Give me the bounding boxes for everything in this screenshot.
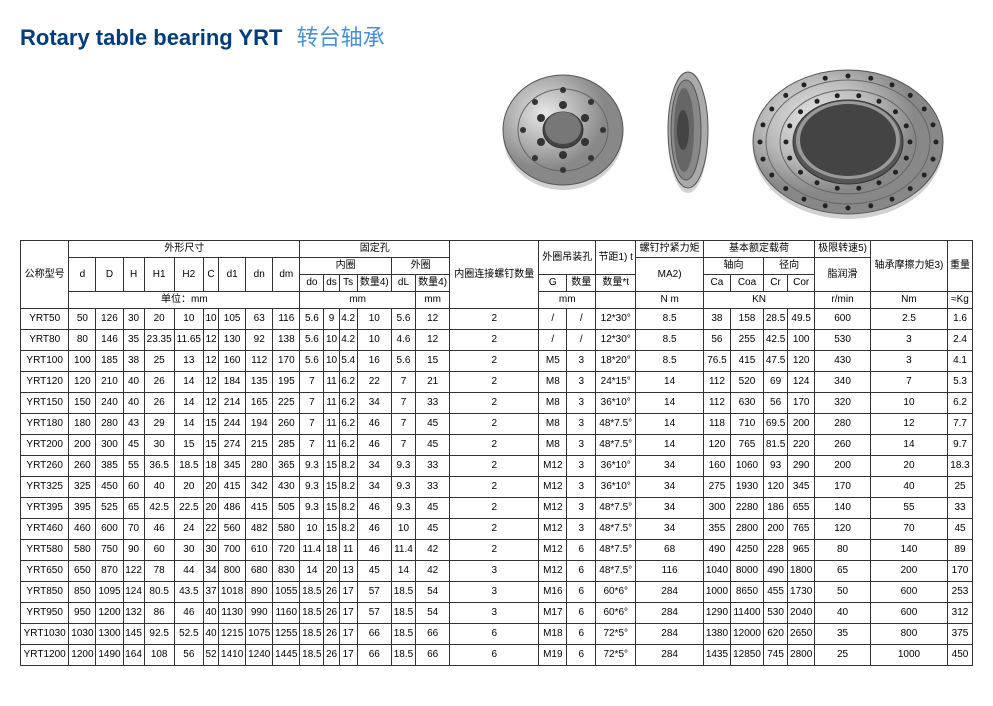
table-row: YRT180180280432914152441942607116.246745… xyxy=(21,414,973,435)
table-row: YRT100100185382513121601121705.6105.4165… xyxy=(21,351,973,372)
table-row: YRT2602603855536.518.5183452803659.3158.… xyxy=(21,456,973,477)
table-row: YRT3953955256542.522.5204864155059.3158.… xyxy=(21,498,973,519)
product-images xyxy=(20,60,973,225)
table-row: YRT95095012001328646401130990116018.5261… xyxy=(21,603,973,624)
th-inner-conn: 内圈连接螺钉数量 xyxy=(450,241,539,309)
table-body: YRT505012630201010105631165.694.2105.612… xyxy=(21,309,973,666)
th-fixing: 固定孔 xyxy=(300,241,450,258)
th-mass: 重量 xyxy=(948,241,973,292)
table-row: YRT120120210402614121841351957116.222721… xyxy=(21,372,973,393)
page-title: Rotary table bearing YRT 转台轴承 xyxy=(20,20,973,52)
th-outer-lift: 外圈吊装孔 xyxy=(539,241,596,275)
th-speed: 极限转速5) xyxy=(815,241,871,258)
title-en: Rotary table bearing YRT xyxy=(20,25,282,50)
table-row: YRT325325450604020204153424309.3158.2349… xyxy=(21,477,973,498)
spec-table: 公称型号 外形尺寸 固定孔 内圈连接螺钉数量 外圈吊装孔 节距1) t 螺钉拧紧… xyxy=(20,240,973,666)
th-pitch: 节距1) t xyxy=(596,241,636,275)
table-row: YRT6506508701227844348006808301420134514… xyxy=(21,561,973,582)
th-load: 基本额定载荷 xyxy=(703,241,814,258)
table-row: YRT10301030130014592.552.540121510751255… xyxy=(21,624,973,645)
bearing-image-side xyxy=(653,60,723,200)
th-bolt: 螺钉拧紧力矩 xyxy=(636,241,704,258)
table-row: YRT150150240402614122141652257116.234733… xyxy=(21,393,973,414)
table-row: YRT505012630201010105631165.694.2105.612… xyxy=(21,309,973,330)
table-row: YRT120012001490164108565214101240144518.… xyxy=(21,645,973,666)
table-row: YRT5805807509060303070061072011.41811461… xyxy=(21,540,973,561)
th-friction: 轴承摩擦力矩3) xyxy=(870,241,947,292)
table-row: YRT850850109512480.543.5371018890105518.… xyxy=(21,582,973,603)
th-designation: 公称型号 xyxy=(21,241,69,309)
th-outer-dim: 外形尺寸 xyxy=(69,241,300,258)
title-cn: 转台轴承 xyxy=(297,25,385,50)
bearing-image-large xyxy=(743,60,953,225)
bearing-image-front xyxy=(493,60,633,200)
table-row: YRT200200300453015152742152857116.246745… xyxy=(21,435,973,456)
table-row: YRT4604606007046242256048258010158.24610… xyxy=(21,519,973,540)
table-row: YRT80801463523.3511.6512130921385.6104.2… xyxy=(21,330,973,351)
